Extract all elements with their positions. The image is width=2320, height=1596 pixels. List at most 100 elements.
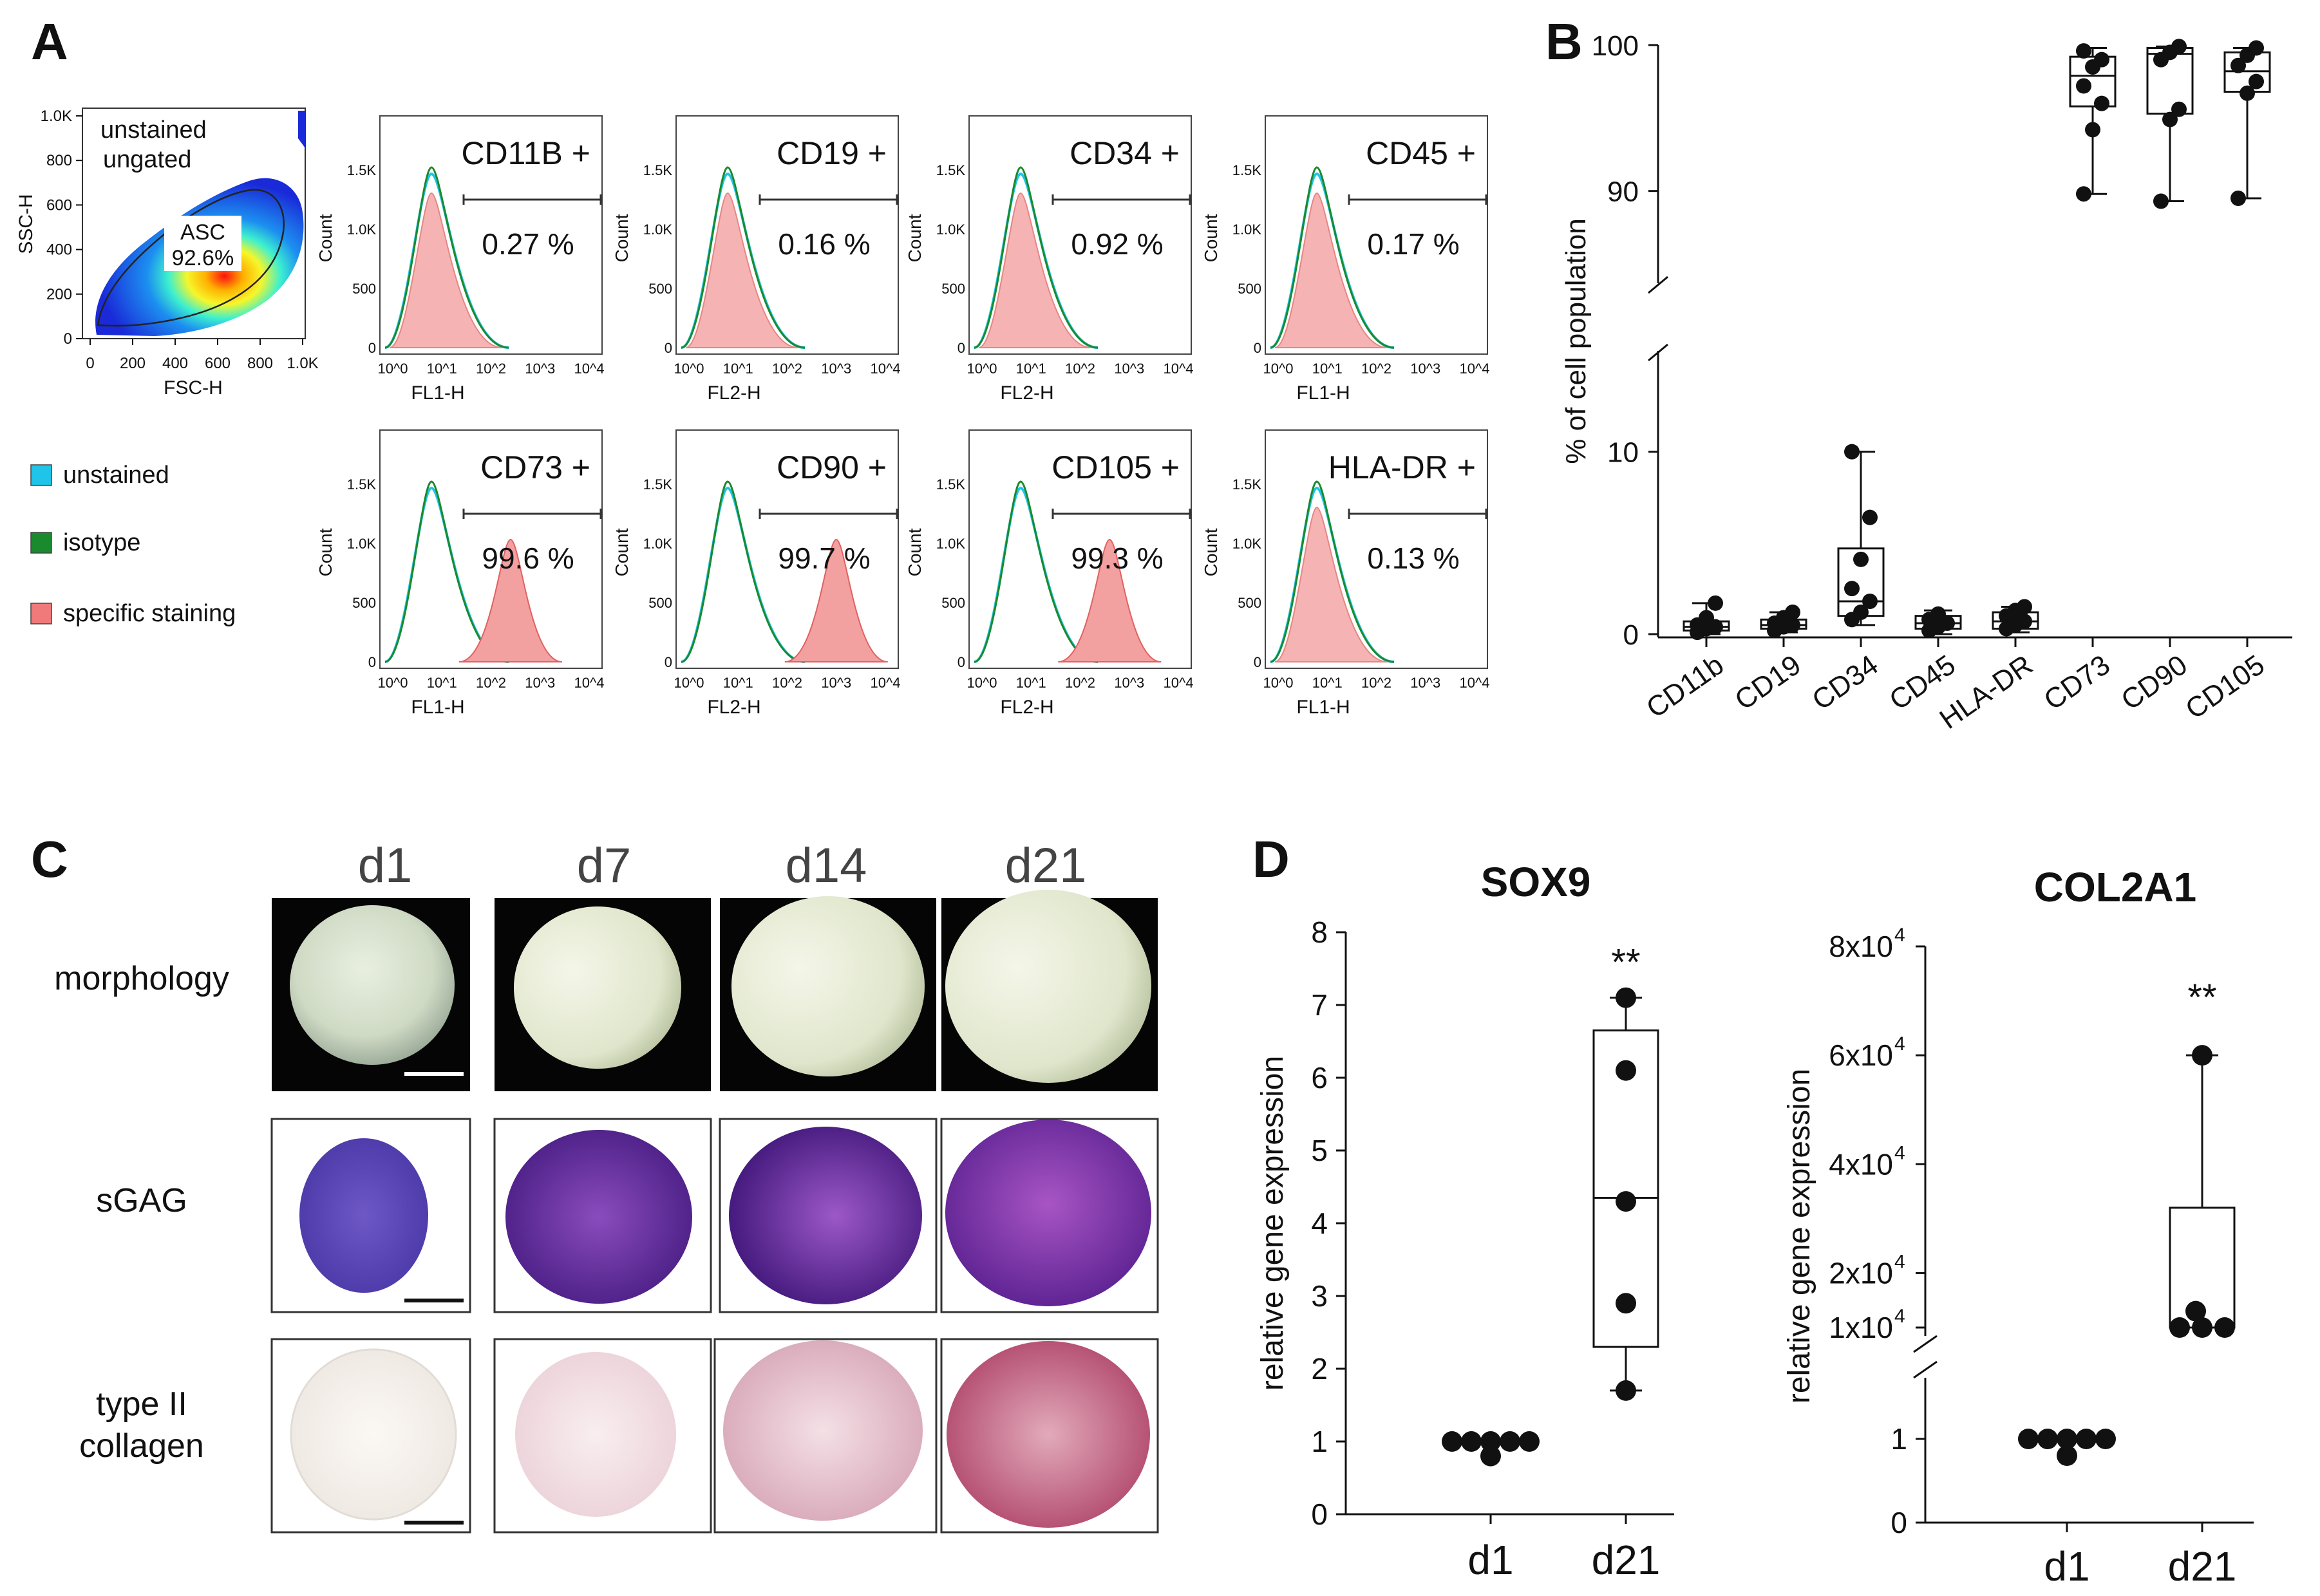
histogram-ytick: 0 bbox=[665, 654, 672, 670]
sox9-ytick: 0 bbox=[1311, 1497, 1328, 1531]
col2a1-xtick: d1 bbox=[2044, 1543, 2089, 1590]
col2a1-ytick-exponent: 4 bbox=[1894, 1306, 1905, 1327]
sox9-d1-point bbox=[1461, 1431, 1482, 1452]
morph-d7-pellet bbox=[514, 906, 681, 1069]
b-data-point bbox=[2153, 193, 2169, 209]
col2a1-ytick-exponent: 4 bbox=[1894, 1251, 1905, 1272]
b-data-point bbox=[1708, 595, 1723, 611]
scatter-axes: 0 200 400 600 800 1.0K 0 200 400 600 800 1.0K bbox=[41, 108, 319, 372]
histogram-xtick: 10^2 bbox=[1065, 361, 1095, 377]
scatter-ytick: 1.0K bbox=[41, 108, 72, 125]
scatter-xtick: 200 bbox=[120, 355, 146, 372]
histogram-xtick: 10^3 bbox=[525, 361, 555, 377]
scatter-ytick: 600 bbox=[46, 196, 72, 214]
histogram-ytick: 0 bbox=[1254, 340, 1261, 356]
b-axis-break bbox=[1648, 343, 1668, 362]
histogram-xtick: 10^1 bbox=[723, 675, 753, 691]
b-data-point bbox=[2171, 101, 2187, 117]
histogram-percent: 99.3 % bbox=[1071, 541, 1163, 575]
histogram-percent: 0.17 % bbox=[1367, 227, 1459, 261]
histogram-xtick: 10^3 bbox=[821, 361, 851, 377]
histogram-marker: CD73 + bbox=[480, 449, 590, 485]
col2a1-d1-point bbox=[2076, 1429, 2097, 1449]
histogram-grid: CD11B + 0.27 % 0 500 1.0K 1.5K 10^0 10^1 10^2 10^… bbox=[316, 115, 1490, 718]
scatter-xtick: 0 bbox=[86, 355, 94, 372]
histogram-ytick: 1.0K bbox=[936, 221, 966, 238]
scatter-xtick: 400 bbox=[162, 355, 188, 372]
histogram-ylabel: Count bbox=[316, 214, 335, 262]
histogram-percent: 0.27 % bbox=[482, 227, 574, 261]
b-ytick: 0 bbox=[1623, 619, 1639, 651]
b-data-point bbox=[2171, 39, 2187, 55]
histogram-channel: FL2-H bbox=[1000, 697, 1053, 718]
histogram-marker: CD34 + bbox=[1070, 135, 1180, 171]
scatter-ylabel: SSC-H bbox=[15, 194, 37, 254]
col2a1-xtick: d21 bbox=[2168, 1543, 2237, 1590]
col2a1-break bbox=[1913, 1335, 1938, 1353]
histogram-channel: FL2-H bbox=[707, 382, 760, 404]
sox9-d21-point bbox=[1616, 1191, 1636, 1212]
b-data-point bbox=[1930, 606, 1946, 622]
isotype-curve bbox=[1270, 166, 1395, 349]
isotype-curve bbox=[384, 166, 509, 349]
histogram-ytick: 1.5K bbox=[347, 162, 377, 178]
legend: unstained isotype specific staining bbox=[30, 462, 236, 627]
scatter-xtick: 800 bbox=[247, 355, 273, 372]
histogram-channel: FL1-H bbox=[411, 697, 464, 718]
col2a1-d21-point bbox=[2192, 1317, 2212, 1338]
histogram-4: CD73 + 99.6 % 0 500 1.0K 1.5K 10^0 10^1 10^2 10^3… bbox=[316, 429, 605, 718]
sox9-ytick: 5 bbox=[1311, 1134, 1328, 1167]
b-data-point bbox=[2249, 40, 2264, 56]
histogram-0: CD11B + 0.27 % 0 500 1.0K 1.5K 10^0 10^1 10^2 10^… bbox=[316, 115, 605, 404]
row-label-sgag: sGAG bbox=[96, 1182, 187, 1219]
sox9-d1-point bbox=[1500, 1431, 1520, 1452]
histogram-xtick: 10^4 bbox=[574, 675, 604, 691]
histogram-ytick: 0 bbox=[368, 340, 376, 356]
col2a1-d1-point bbox=[2057, 1429, 2077, 1449]
b-category-label: CD11b bbox=[1641, 649, 1730, 724]
b-data-point bbox=[2076, 78, 2091, 94]
histogram-marker: CD45 + bbox=[1366, 135, 1476, 171]
histogram-ytick: 500 bbox=[352, 595, 376, 611]
histogram-xtick: 10^2 bbox=[1065, 675, 1095, 691]
b-data-point bbox=[2094, 95, 2109, 111]
histogram-ytick: 1.0K bbox=[936, 536, 966, 552]
sox9-title: SOX9 bbox=[1481, 859, 1591, 905]
histogram-xtick: 10^3 bbox=[1114, 361, 1144, 377]
morph-d1-pellet bbox=[290, 905, 455, 1065]
histogram-xtick: 10^3 bbox=[1114, 675, 1144, 691]
histogram-ylabel: Count bbox=[905, 528, 925, 576]
sox9-d1-point bbox=[1480, 1445, 1501, 1467]
histogram-ytick: 1.0K bbox=[643, 536, 673, 552]
b-ytick: 100 bbox=[1592, 30, 1639, 62]
histogram-channel: FL2-H bbox=[707, 697, 760, 718]
histogram-ytick: 500 bbox=[941, 595, 965, 611]
histogram-ytick: 1.0K bbox=[643, 221, 673, 238]
histogram-ytick: 500 bbox=[941, 281, 965, 297]
histogram-xtick: 10^3 bbox=[1410, 675, 1440, 691]
histogram-xtick: 10^4 bbox=[870, 675, 900, 691]
histogram-xtick: 10^2 bbox=[772, 675, 802, 691]
sox9-ylabel: relative gene expression bbox=[1256, 1056, 1290, 1391]
b-category-label: CD105 bbox=[2180, 649, 2270, 726]
histogram-ytick: 500 bbox=[1238, 281, 1261, 297]
histogram-xtick: 10^0 bbox=[377, 675, 408, 691]
day-label-d21: d21 bbox=[1005, 838, 1087, 893]
b-data-point bbox=[2017, 614, 2032, 630]
day-label-d14: d14 bbox=[786, 838, 867, 893]
scatter-plot: unstained ungated ASC 92.6% 0 200 400 600 80… bbox=[15, 108, 319, 399]
row-label-collagen-2: collagen bbox=[79, 1427, 204, 1465]
histogram-2: CD34 + 0.92 % 0 500 1.0K 1.5K 10^0 10^1 10^2 10^3… bbox=[905, 115, 1194, 404]
histogram-percent: 99.6 % bbox=[482, 541, 574, 575]
sgag-d21-section bbox=[945, 1120, 1151, 1306]
surface-marker-boxplot: 0 10 90 100 % of cell population CD11b CD19 CD3… bbox=[1560, 30, 2292, 735]
col2a1-d1-point bbox=[2057, 1445, 2077, 1466]
legend-swatch bbox=[30, 532, 52, 554]
isotype-curve bbox=[384, 480, 509, 663]
histogram-ytick: 0 bbox=[368, 654, 376, 670]
col2a1-ytick: 1 bbox=[1891, 1422, 1907, 1456]
histogram-marker: CD19 + bbox=[777, 135, 887, 171]
specific-staining-curve bbox=[1274, 192, 1388, 348]
histogram-ytick: 1.0K bbox=[1232, 221, 1262, 238]
